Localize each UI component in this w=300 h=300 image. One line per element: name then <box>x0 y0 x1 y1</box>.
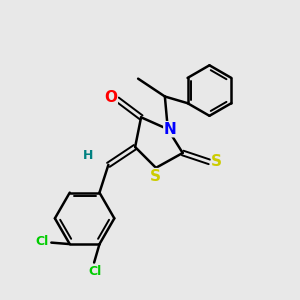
Text: S: S <box>150 169 161 184</box>
Text: Cl: Cl <box>88 265 101 278</box>
Text: H: H <box>82 149 93 162</box>
Text: Cl: Cl <box>36 235 49 248</box>
Text: S: S <box>212 154 222 169</box>
Text: N: N <box>164 122 177 137</box>
Text: O: O <box>104 90 117 105</box>
